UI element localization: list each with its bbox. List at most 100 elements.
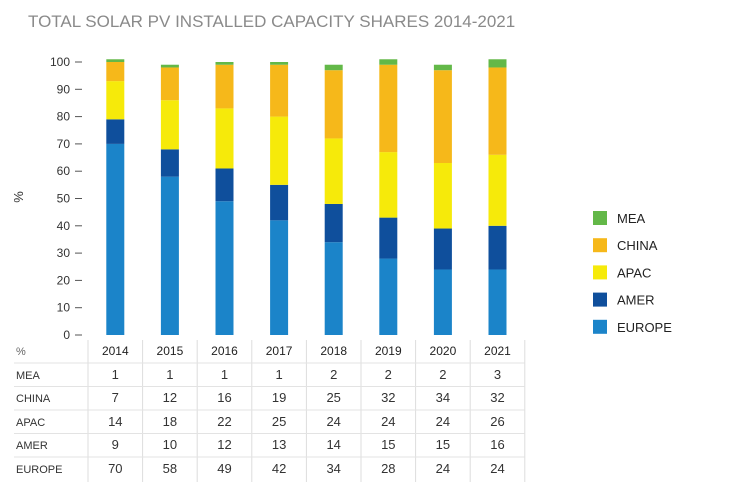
y-tick-label: 100 [50,55,70,69]
legend-swatch-apac [593,265,607,280]
bar-apac-2021 [488,154,507,226]
bar-amer-2018 [324,203,343,243]
table-row-label: EUROPE [16,464,62,476]
data-label: 3 [494,367,501,382]
data-label: 70 [108,461,122,476]
data-label: 24 [381,414,395,429]
y-tick-label: 30 [57,246,71,260]
data-label: 24 [326,414,340,429]
data-label: 25 [326,390,340,405]
bar-europe-2018 [324,242,343,335]
bar-china-2021 [488,67,507,155]
data-label: 28 [381,461,395,476]
bar-apac-2017 [270,116,289,185]
bar-mea-2015 [160,64,179,68]
table-row-label: CHINA [16,393,51,405]
x-tick-label: 2016 [211,344,238,358]
data-label: 1 [275,367,282,382]
data-label: 14 [326,437,340,452]
bar-china-2020 [433,70,452,164]
bar-europe-2017 [270,220,289,335]
data-label: 10 [163,437,177,452]
bar-mea-2014 [106,59,125,62]
data-label: 2 [439,367,446,382]
data-label: 9 [112,437,119,452]
data-label: 34 [326,461,340,476]
bar-mea-2019 [379,59,398,65]
bar-apac-2015 [160,100,179,150]
data-label: 1 [112,367,119,382]
legend-label-amer: AMER [617,293,655,308]
table-corner-label: % [16,346,26,358]
data-label: 32 [490,390,504,405]
legend-label-mea: MEA [617,211,646,226]
y-tick-label: 60 [57,164,71,178]
bar-china-2018 [324,70,343,139]
data-label: 2 [385,367,392,382]
bar-europe-2016 [215,201,234,335]
data-label: 1 [166,367,173,382]
data-label: 42 [272,461,286,476]
bar-amer-2017 [270,184,289,221]
data-label: 1 [221,367,228,382]
bar-china-2015 [160,67,179,101]
data-label: 24 [436,461,450,476]
data-label: 24 [436,414,450,429]
data-label: 22 [217,414,231,429]
data-label: 12 [163,390,177,405]
bar-mea-2016 [215,62,234,65]
bar-europe-2015 [160,176,179,335]
data-label: 16 [490,437,504,452]
data-label: 24 [490,461,504,476]
data-label: 26 [490,414,504,429]
chart-title: TOTAL SOLAR PV INSTALLED CAPACITY SHARES… [28,12,515,31]
y-tick-label: 80 [57,110,71,124]
bar-amer-2014 [106,119,125,144]
y-tick-label: 90 [57,82,71,96]
legend-label-china: CHINA [617,238,658,253]
bar-apac-2018 [324,138,343,204]
data-label: 13 [272,437,286,452]
legend-swatch-mea [593,211,607,225]
bar-europe-2020 [433,269,452,335]
data-label: 14 [108,414,122,429]
data-label: 12 [217,437,231,452]
bar-europe-2021 [488,269,507,335]
data-label: 15 [381,437,395,452]
y-axis: 0 10 20 30 40 50 60 70 80 90 100 [50,55,82,342]
bar-mea-2020 [433,64,452,71]
x-tick-label: 2018 [320,344,347,358]
y-tick-label: 40 [57,219,71,233]
bar-mea-2017 [270,62,289,65]
data-label: 32 [381,390,395,405]
bar-mea-2021 [488,59,507,68]
data-label: 19 [272,390,286,405]
data-label: 18 [163,414,177,429]
legend: MEA CHINA APAC AMER EUROPE [593,211,672,335]
x-tick-label: 2021 [484,344,511,358]
bar-mea-2018 [324,64,343,71]
bar-china-2019 [379,64,398,153]
bar-china-2017 [270,64,289,117]
data-label: 15 [436,437,450,452]
y-tick-label: 10 [57,301,71,315]
data-label: 2 [330,367,337,382]
y-tick-label: 50 [57,192,71,206]
data-label: 49 [217,461,231,476]
bars [106,59,507,335]
table-row-label: MEA [16,370,41,382]
bar-china-2016 [215,64,234,109]
y-tick-label: 0 [63,328,70,342]
x-tick-label: 2017 [266,344,293,358]
x-tick-label: 2020 [430,344,457,358]
y-axis-label: % [11,191,26,203]
table-row-label: AMER [16,440,48,452]
legend-label-apac: APAC [617,265,651,280]
x-tick-label: 2014 [102,344,129,358]
table-row-label: APAC [16,417,45,429]
bar-europe-2019 [379,258,398,335]
bar-china-2014 [106,62,125,82]
legend-swatch-china [593,238,607,253]
